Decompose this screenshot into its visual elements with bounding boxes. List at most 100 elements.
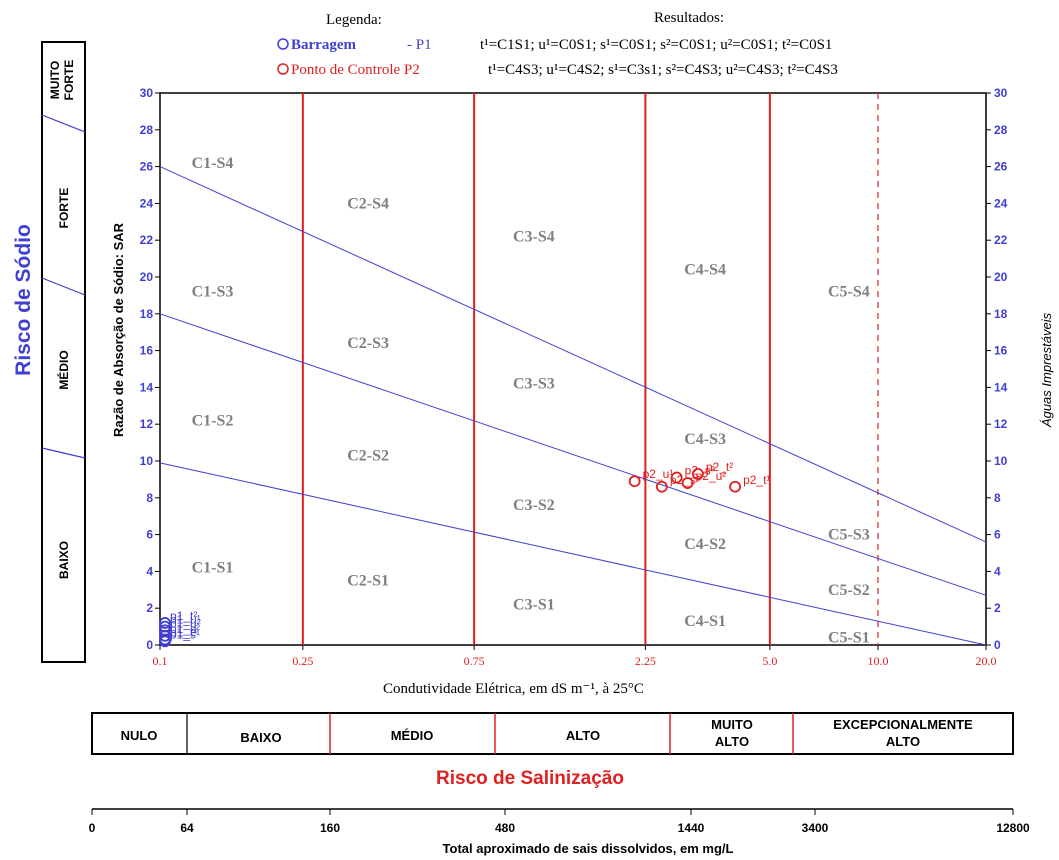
y-tick-right-label: 20 (994, 270, 1008, 284)
data-point-p1-u- (159, 620, 171, 633)
y-tick-right-label: 0 (994, 638, 1001, 652)
data-label: p1_s² (170, 622, 200, 636)
legend-p2-label: Ponto de Controle P2 (291, 62, 420, 78)
zone-label-c2-s4: C2-S4 (347, 195, 389, 212)
sodium-divider-2 (41, 277, 86, 296)
tds-axis-label: Total aproximado de sais dissolvidos, em… (443, 841, 734, 856)
zone-label-c4-s3: C4-S3 (684, 431, 726, 448)
zone-label-c2-s2: C2-S2 (347, 447, 389, 464)
legend-p2-marker (277, 63, 289, 75)
results-p2: t¹=C4S3; u¹=C4S2; s¹=C3s1; s²=C4S3; u²=C… (488, 62, 838, 78)
y-tick-left-label: 14 (140, 380, 154, 394)
zone-label-c5-s4: C5-S4 (828, 284, 870, 301)
data-label: p1_u¹ (170, 613, 201, 627)
legend-barragem-marker (277, 38, 289, 50)
salinity-risk-title: Risco de Salinização (436, 768, 624, 789)
salinity-excepcional-line1: EXCEPCIONALMENTE (833, 717, 973, 732)
zone-label-c5-s2: C5-S2 (828, 582, 870, 599)
salinity-baixo: BAIXO (240, 730, 281, 745)
data-point-p1-s- (159, 635, 171, 648)
y-tick-right-label: 10 (994, 454, 1008, 468)
salinity-alto: ALTO (566, 728, 600, 743)
data-point-p2-u- (681, 477, 694, 489)
x-tick-label: 0.75 (464, 654, 485, 668)
y-tick-right-label: 22 (994, 233, 1008, 247)
x-tick-label: 0.25 (292, 654, 313, 668)
x-tick-label: 5.0 (762, 654, 777, 668)
zone-label-c2-s1: C2-S1 (347, 573, 389, 590)
sodium-muito-forte-line1: MUITO (48, 61, 62, 99)
tds-tick-label: 64 (180, 821, 194, 835)
zone-label-c2-s3: C2-S3 (347, 335, 389, 352)
x-axis-label: Condutividade Elétrica, em dS m⁻¹, à 25°… (383, 681, 644, 697)
sodium-risk-box (41, 41, 86, 663)
tds-tick-label: 3400 (802, 821, 829, 835)
sodium-baixo: BAIXO (57, 541, 71, 579)
y-tick-right-label: 28 (994, 123, 1008, 137)
y-tick-left-label: 2 (146, 601, 153, 615)
y-tick-left-label: 4 (146, 564, 153, 578)
data-label: p1_t¹ (170, 625, 197, 639)
data-point-p2-s- (670, 471, 683, 484)
x-tick-label: 2.25 (635, 654, 656, 668)
data-label: p2_u¹ (643, 467, 674, 481)
data-label: p2_t¹ (743, 473, 770, 487)
y-tick-left-label: 28 (140, 123, 154, 137)
y-tick-left-label: 30 (140, 86, 154, 100)
legend-barragem-label: Barragem (291, 37, 356, 53)
data-label: p1_s¹ (170, 627, 200, 641)
zone-label-c1-s2: C1-S2 (192, 413, 234, 430)
aguas-imprestaveis-label: Águas Imprestáveis (1039, 312, 1054, 428)
y-tick-left-label: 10 (140, 454, 154, 468)
y-tick-left-label: 22 (140, 233, 154, 247)
y-tick-right-label: 12 (994, 417, 1008, 431)
y-tick-left-label: 18 (140, 307, 154, 321)
zone-label-c1-s3: C1-S3 (192, 284, 234, 301)
salinity-risk-box (91, 712, 1014, 755)
salinity-nulo: NULO (121, 728, 158, 743)
zone-label-c3-s2: C3-S2 (513, 497, 555, 514)
zone-label-c1-s1: C1-S1 (192, 560, 234, 577)
zone-label-c4-s4: C4-S4 (684, 262, 726, 279)
x-tick-label: 10.0 (867, 654, 888, 668)
y-axis-label: Razão de Absorção de Sódio: SAR (111, 222, 126, 437)
legend-title: Legenda: (326, 12, 382, 28)
y-tick-right-label: 18 (994, 307, 1008, 321)
y-tick-right-label: 26 (994, 160, 1008, 174)
y-tick-right-label: 6 (994, 528, 1001, 542)
y-tick-right-label: 8 (994, 491, 1001, 505)
results-p1: t¹=C1S1; u¹=C0S1; s¹=C0S1; s²=C0S1; u²=C… (480, 37, 832, 53)
y-tick-left-label: 16 (140, 344, 154, 358)
data-point-p2-t- (691, 467, 704, 480)
y-tick-right-label: 4 (994, 564, 1001, 578)
y-tick-left-label: 24 (140, 196, 154, 210)
y-tick-right-label: 24 (994, 196, 1008, 210)
sodium-boundary-3 (159, 462, 987, 646)
data-point-p2-u- (628, 475, 641, 488)
y-tick-left-label: 12 (140, 417, 154, 431)
data-point-p2-s- (655, 480, 668, 493)
sodium-forte: FORTE (57, 188, 71, 229)
zone-label-c3-s4: C3-S4 (513, 229, 555, 246)
zone-label-c4-s2: C4-S2 (684, 536, 726, 553)
sodium-divider-1 (41, 114, 86, 133)
y-tick-right-label: 30 (994, 86, 1008, 100)
tds-tick-label: 12800 (996, 821, 1030, 835)
zone-label-c1-s4: C1-S4 (192, 155, 234, 172)
sodium-medio: MÉDIO (56, 350, 71, 389)
salinity-muito-alto-line2: ALTO (715, 734, 749, 749)
tds-tick-label: 480 (495, 821, 515, 835)
tds-tick-label: 0 (89, 821, 96, 835)
y-tick-left-label: 8 (146, 491, 153, 505)
salinity-medio: MÉDIO (391, 728, 434, 743)
y-tick-left-label: 26 (140, 160, 154, 174)
x-tick-label: 20.0 (976, 654, 997, 668)
sodium-boundary-2 (159, 313, 987, 596)
plot-area (159, 92, 987, 646)
sodium-divider-3 (41, 447, 86, 459)
zone-label-c3-s3: C3-S3 (513, 376, 555, 393)
data-point-p2-t- (729, 480, 741, 493)
salinity-muito-alto-line1: MUITO (711, 717, 753, 732)
y-tick-left-label: 6 (146, 528, 153, 542)
